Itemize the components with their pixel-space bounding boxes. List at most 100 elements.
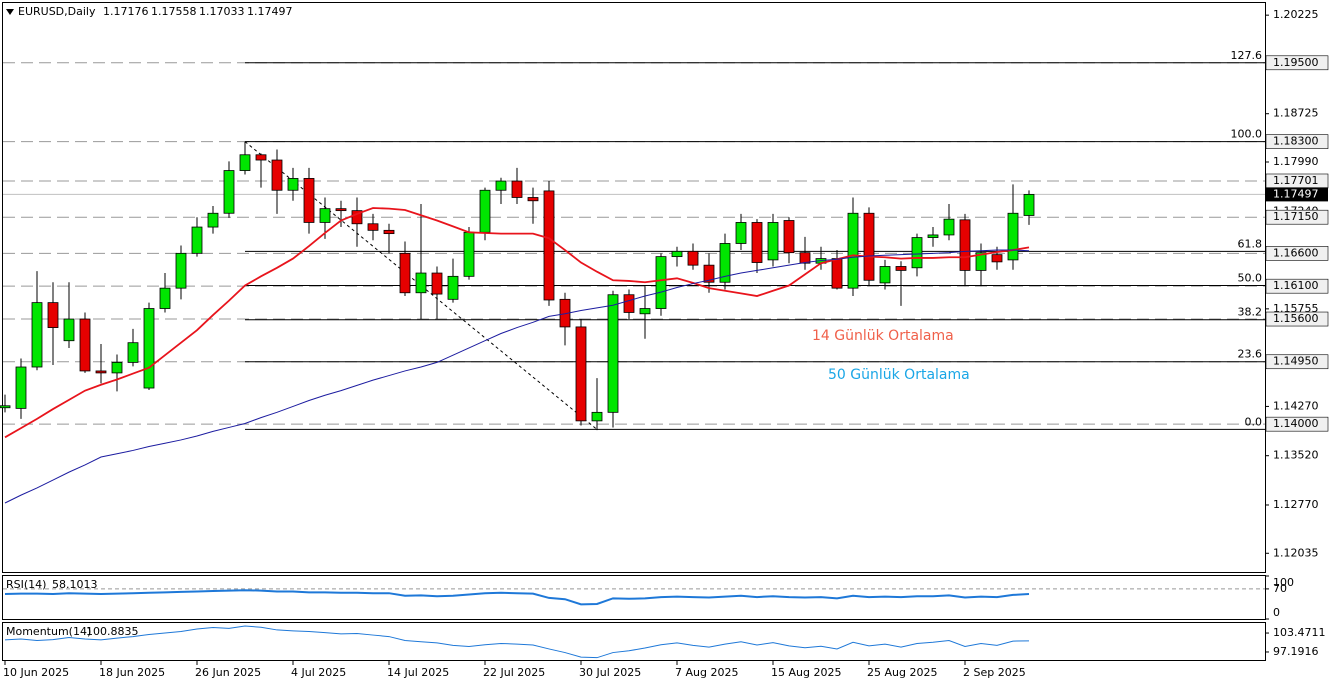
- fib-trend-line: [244, 141, 598, 430]
- level-label: 1.19500: [1273, 56, 1319, 69]
- indicator-tick-label: 100: [1273, 576, 1294, 589]
- y-tick-label: 1.18725: [1273, 107, 1319, 120]
- indicator-value: 100.8835: [86, 625, 139, 638]
- header-value: 1.17558: [151, 5, 197, 18]
- candle-body: [479, 189, 491, 233]
- x-tick-label: 14 Jul 2025: [387, 666, 449, 679]
- y-tick-label: 1.13520: [1273, 449, 1319, 462]
- level-label: 1.15600: [1273, 312, 1319, 325]
- candle-body: [463, 231, 475, 277]
- x-tick-label: 15 Aug 2025: [771, 666, 841, 679]
- level-box: [1265, 354, 1329, 370]
- ma-annotation: 50 Günlük Ortalama: [828, 367, 970, 383]
- candle-body: [575, 326, 587, 422]
- fib-label: 38.2: [1238, 306, 1263, 319]
- x-tick-label: 7 Aug 2025: [675, 666, 738, 679]
- level-label: 1.14950: [1273, 355, 1319, 368]
- candle-body: [911, 237, 923, 269]
- candle-body: [431, 272, 443, 295]
- candle-body: [719, 243, 731, 283]
- candle-body: [783, 220, 795, 254]
- y-tick-label: 1.20225: [1273, 8, 1319, 21]
- indicator-tick-label: 97.1916: [1273, 645, 1319, 658]
- candle-body: [0, 405, 11, 409]
- level-box: [1265, 416, 1329, 432]
- level-label: 1.17150: [1273, 210, 1319, 223]
- candle-body: [383, 229, 395, 235]
- candle-body: [239, 154, 251, 171]
- y-tick-label: 1.14270: [1273, 399, 1319, 412]
- header-value: 1.17176: [103, 5, 149, 18]
- level-label: 1.16600: [1273, 246, 1319, 259]
- candle-body: [367, 223, 379, 231]
- candle-body: [303, 178, 315, 223]
- y-tick-label: 1.17990: [1273, 155, 1319, 168]
- candle-body: [895, 266, 907, 271]
- level-box: [1265, 311, 1329, 327]
- y-tick-label: 1.15755: [1273, 302, 1319, 315]
- candle-body: [31, 302, 43, 368]
- candle-body: [607, 294, 619, 413]
- level-label: 1.16100: [1273, 279, 1319, 292]
- indicator-tick-label: 103.4711: [1273, 626, 1326, 639]
- candle-body: [879, 266, 891, 284]
- indicator-value: 58.1013: [52, 578, 98, 591]
- candle-body: [751, 222, 763, 263]
- candle-body: [655, 256, 667, 309]
- candle-body: [943, 218, 955, 236]
- candle-body: [399, 252, 411, 294]
- candle-body: [495, 180, 507, 191]
- level-box: [1265, 134, 1329, 149]
- x-tick-label: 30 Jul 2025: [579, 666, 641, 679]
- candle-body: [111, 362, 123, 374]
- candle-body: [319, 208, 331, 223]
- candle-body: [767, 222, 779, 261]
- candle-body: [959, 219, 971, 271]
- x-tick-label: 18 Jun 2025: [99, 666, 165, 679]
- ma-annotation: 14 Günlük Ortalama: [812, 328, 954, 344]
- candle-body: [447, 275, 459, 300]
- candle-body: [207, 212, 219, 228]
- main-panel: [2, 2, 1266, 573]
- candle-body: [127, 342, 139, 363]
- candle-body: [591, 411, 603, 422]
- moving-average-line: [4, 249, 1030, 504]
- candle-body: [271, 159, 283, 191]
- header-value: 1.17033: [199, 5, 245, 18]
- fib-label: 100.0: [1231, 128, 1263, 141]
- header-value: 1.17497: [247, 5, 293, 18]
- candle-body: [511, 180, 523, 198]
- level-box: [1265, 278, 1329, 294]
- indicator-title: Momentum(14): [6, 625, 91, 638]
- fib-label: 61.8: [1238, 237, 1263, 250]
- level-box: [1265, 55, 1329, 71]
- candle-body: [415, 272, 427, 294]
- moving-average-line: [4, 207, 1030, 439]
- candle-body: [703, 264, 715, 283]
- rsi-panel: [2, 575, 1266, 620]
- candle-body: [1023, 193, 1035, 216]
- fib-label: 0.0: [1245, 415, 1263, 428]
- candle-body: [927, 234, 939, 238]
- candle-body: [255, 154, 267, 161]
- x-tick-label: 26 Jun 2025: [195, 666, 261, 679]
- current-price-label: 1.17497: [1273, 187, 1319, 200]
- candle-body: [143, 308, 155, 389]
- candle-body: [527, 197, 539, 202]
- price-axis-bg: [1266, 0, 1330, 685]
- level-label: 1.18300: [1273, 135, 1319, 148]
- current-price-box: [1266, 187, 1328, 202]
- x-tick-label: 4 Jul 2025: [291, 666, 346, 679]
- candle-body: [79, 318, 91, 372]
- candle-body: [63, 318, 75, 342]
- chart-title: EURUSD,Daily: [18, 5, 96, 18]
- candle-body: [335, 208, 347, 212]
- fib-label: 127.6: [1231, 49, 1263, 62]
- indicator-tick-label: 70: [1273, 582, 1287, 595]
- y-tick-label: 1.12035: [1273, 546, 1319, 559]
- candle-body: [991, 254, 1003, 263]
- level-label: 1.14000: [1273, 417, 1319, 430]
- candle-body: [671, 250, 683, 258]
- x-tick-label: 10 Jun 2025: [3, 666, 69, 679]
